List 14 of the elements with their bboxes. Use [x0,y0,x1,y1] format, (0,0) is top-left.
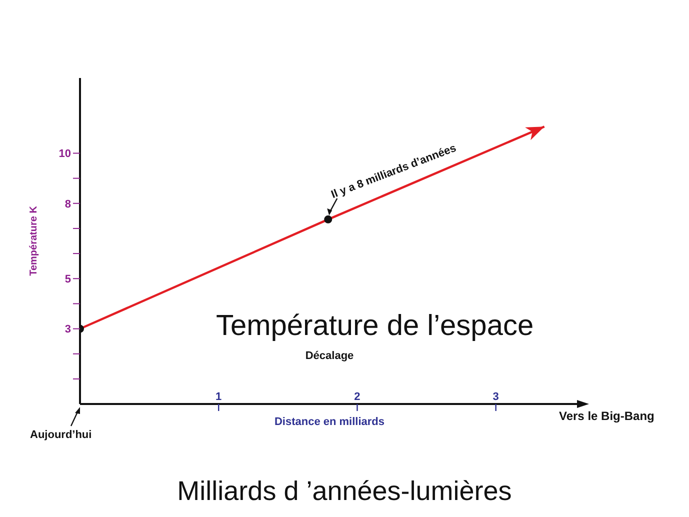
x-tick-label: 2 [354,391,360,403]
y-tick-label: 8 [64,198,71,210]
y-tick-label: 10 [58,148,71,160]
y-tick-label: 3 [64,324,71,336]
x-axis-title: Distance en milliards [274,416,385,428]
text: Vers le Big-Bang [559,409,654,423]
x-tick-label: 1 [216,391,222,403]
text: Aujourd’hui [30,429,92,441]
y-axis-title: Température K [28,206,40,276]
x-tick-label: 3 [492,391,499,403]
text: Milliards d ’années-lumières [177,476,512,507]
text: Température de l’espace [216,310,534,343]
y-tick-label: 5 [64,274,71,286]
annotation: Décalage [305,350,354,362]
